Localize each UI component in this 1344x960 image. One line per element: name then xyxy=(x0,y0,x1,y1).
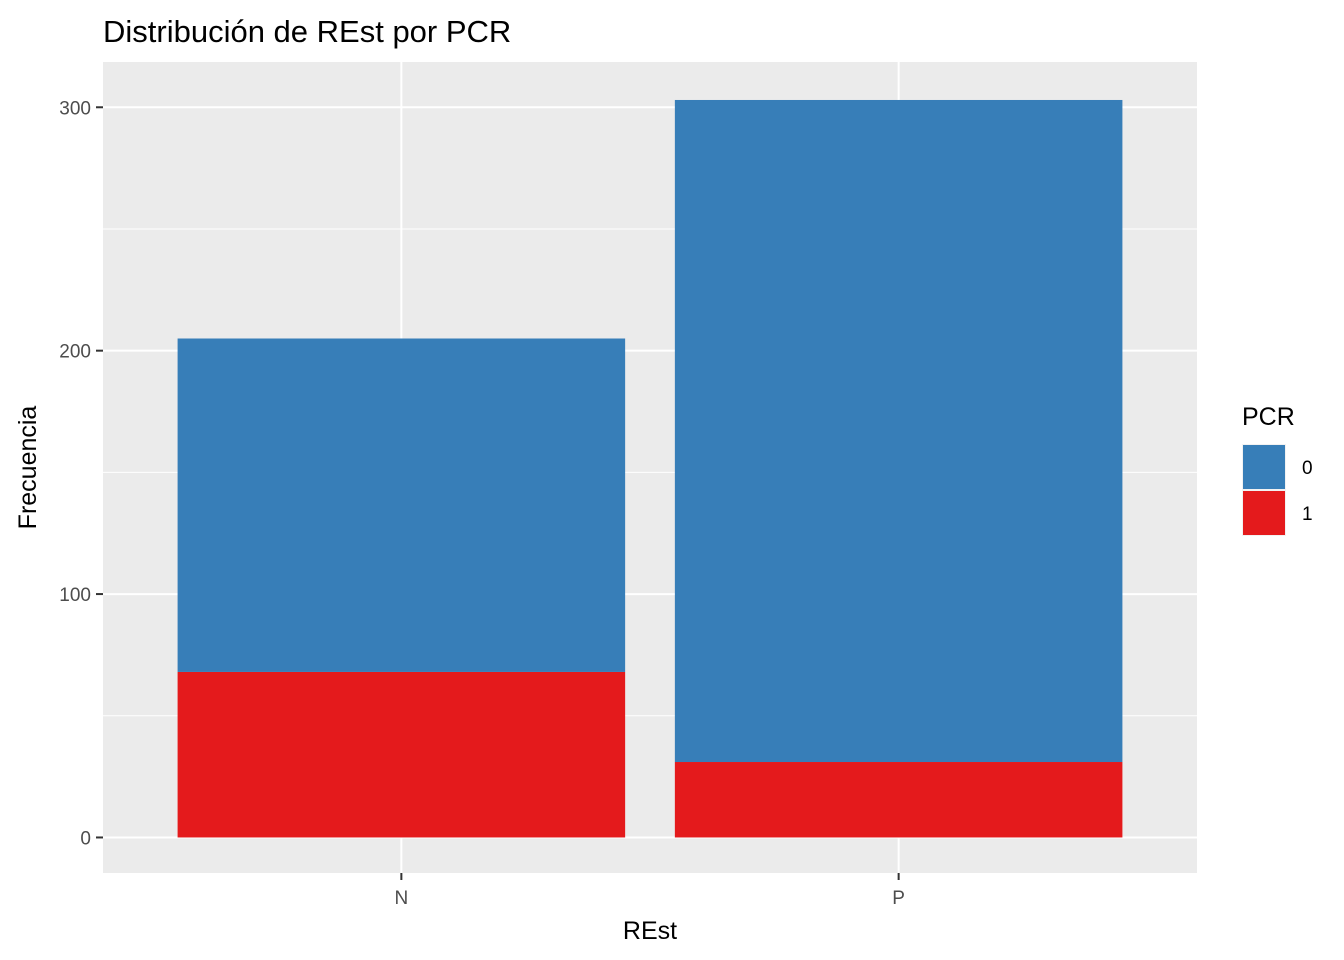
x-tick-label: P xyxy=(892,888,905,909)
legend-label: 0 xyxy=(1302,458,1313,479)
y-tick-label: 0 xyxy=(80,828,91,849)
bar-segment xyxy=(177,338,626,672)
legend: PCR 0 1 xyxy=(1242,403,1313,536)
y-axis: 0 100 200 300 xyxy=(59,98,103,849)
x-tick-label: N xyxy=(394,888,408,909)
bar-segment xyxy=(674,99,1123,763)
bars xyxy=(177,99,1123,838)
chart-title: Distribución de REst por PCR xyxy=(103,14,511,49)
legend-label: 1 xyxy=(1302,504,1313,525)
legend-title: PCR xyxy=(1242,403,1295,431)
y-tick-label: 100 xyxy=(59,585,91,606)
y-tick-label: 200 xyxy=(59,342,91,363)
bar-segment xyxy=(674,762,1123,838)
y-axis-title: Frecuencia xyxy=(14,406,42,530)
x-axis-title: REst xyxy=(623,917,677,945)
bar-segment xyxy=(177,671,626,838)
legend-swatch xyxy=(1243,491,1285,535)
legend-swatch xyxy=(1243,445,1285,489)
y-tick-label: 300 xyxy=(59,98,91,119)
